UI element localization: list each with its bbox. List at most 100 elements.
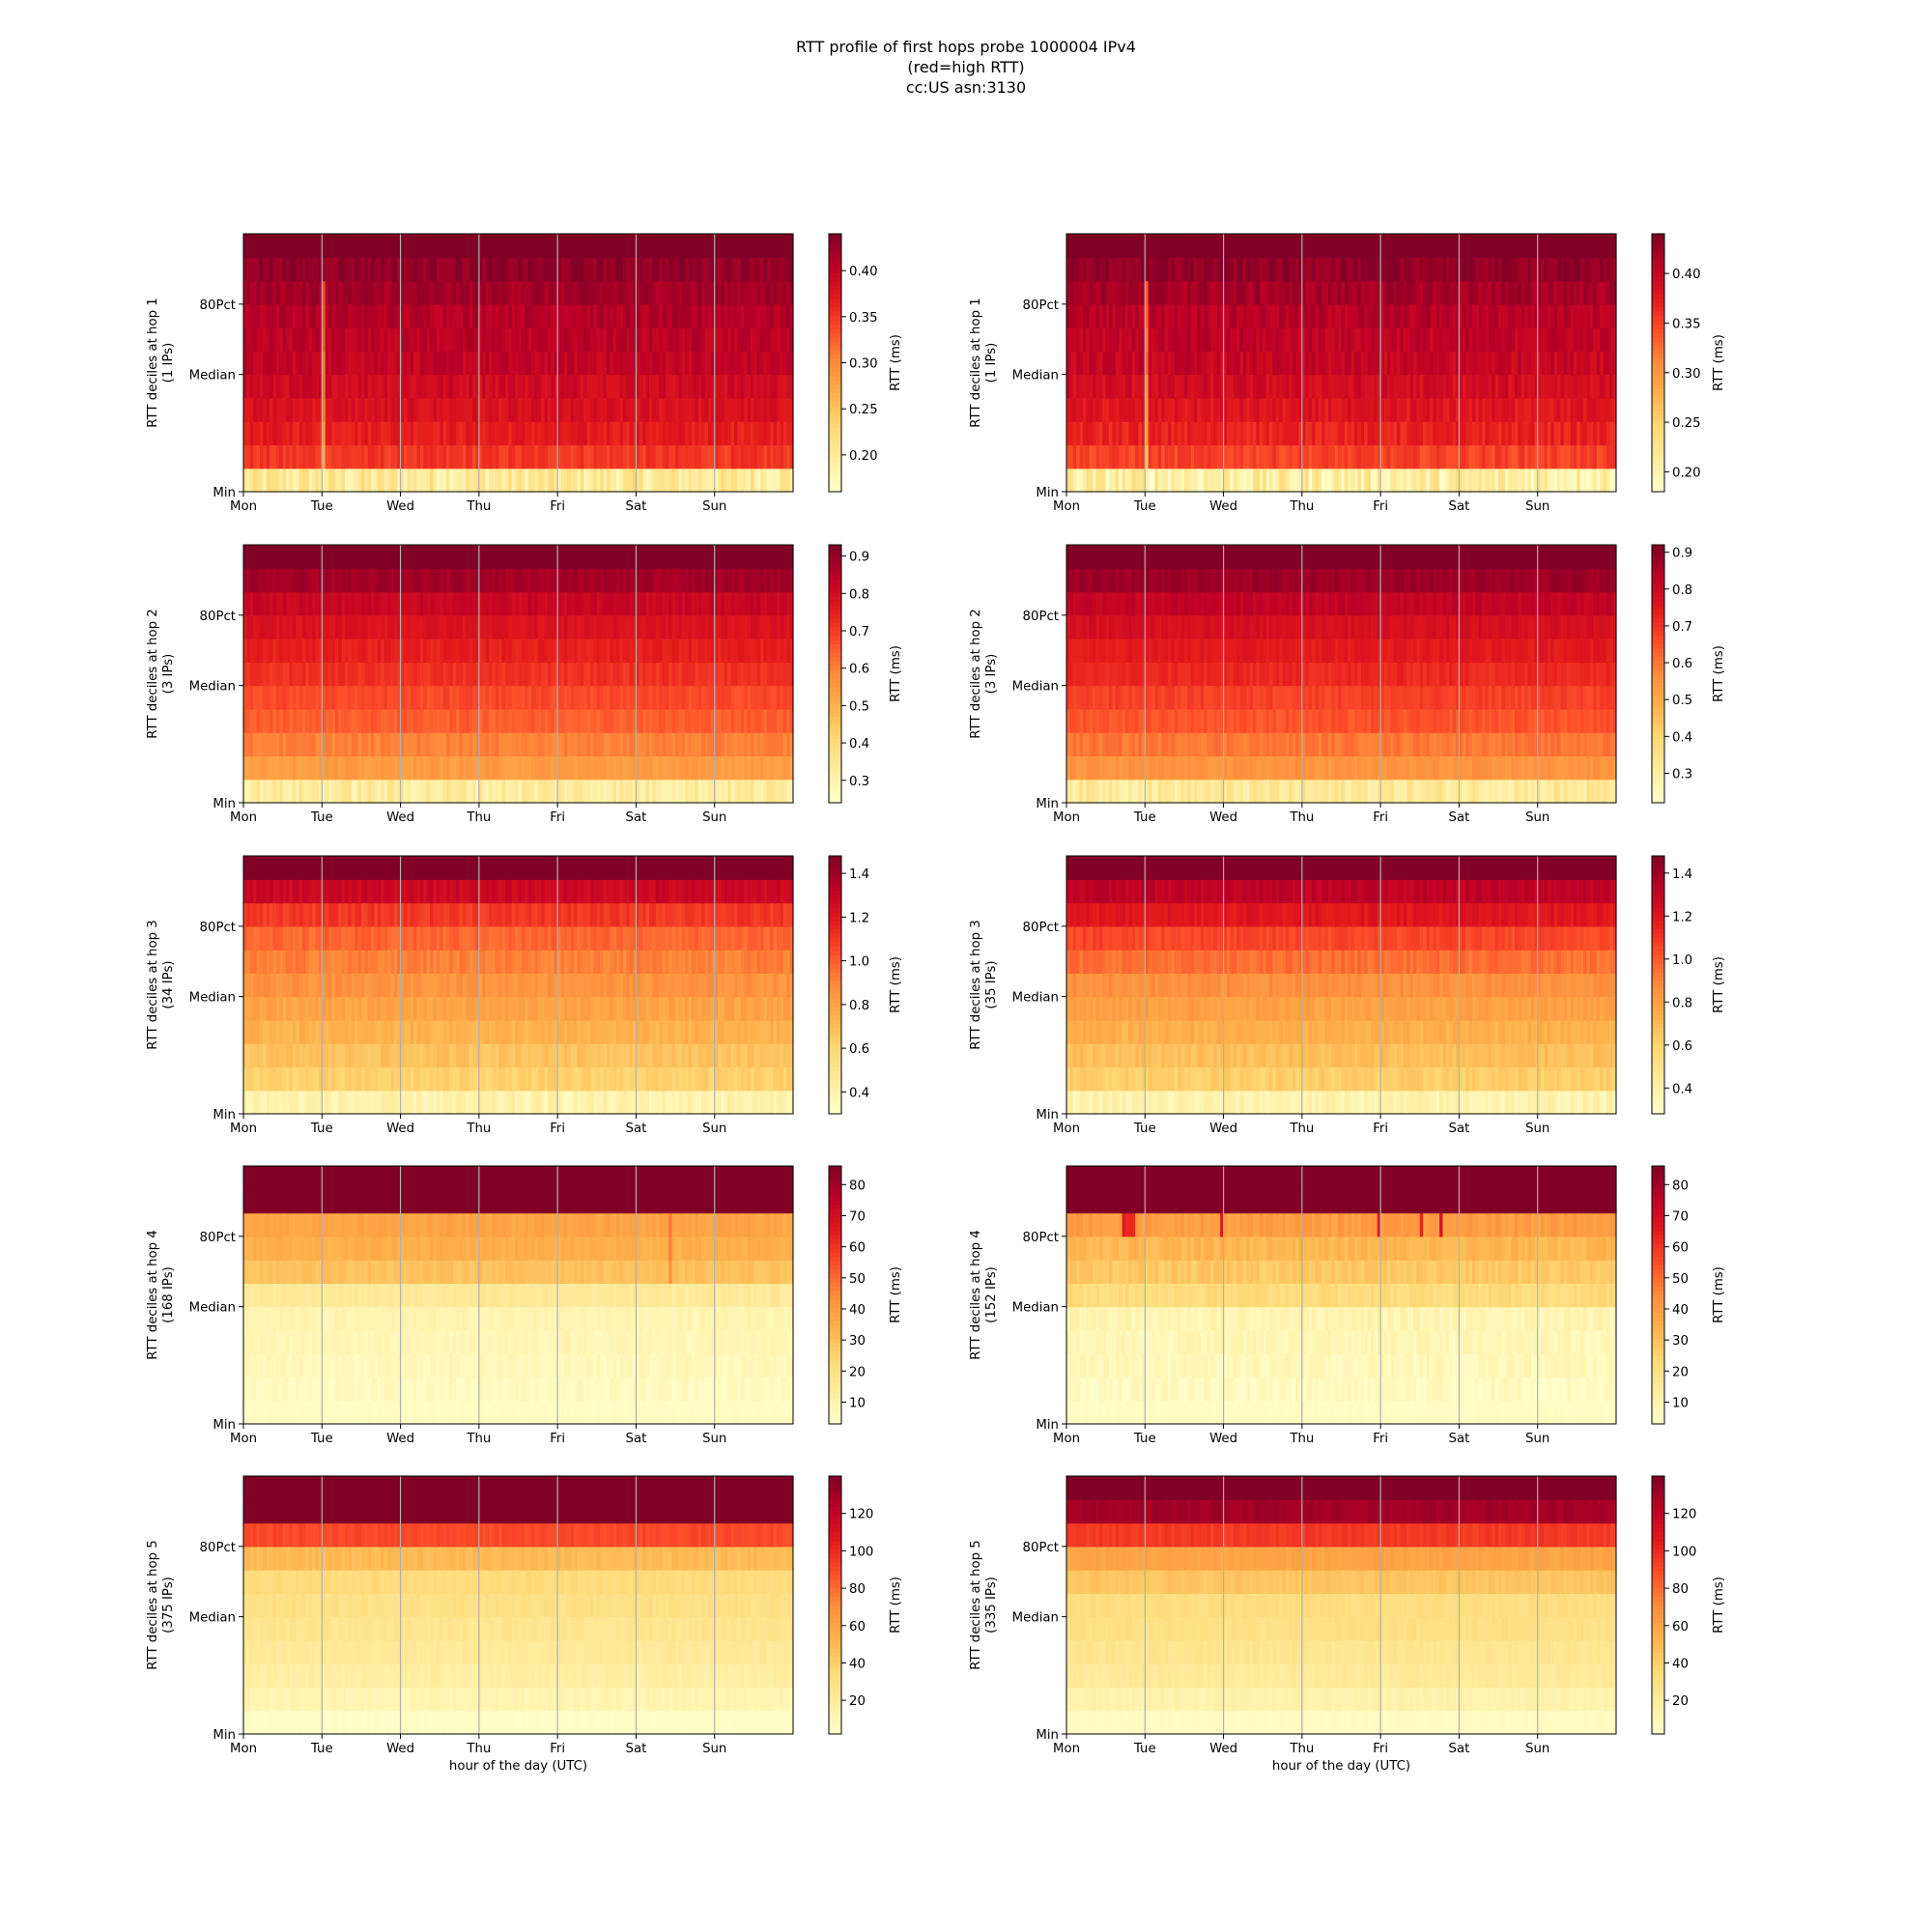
colorbar-segment [829,432,841,437]
colorbar-segment [829,444,841,449]
colorbar-segment [1652,418,1664,423]
colorbar-segment [1652,281,1664,286]
colorbar-segment [1652,436,1664,440]
colorbar-segment [1652,474,1664,479]
x-tick-label: Thu [1289,499,1314,514]
colorbar-segment [829,406,841,411]
colorbar-segment [829,324,841,328]
colorbar-segment [1652,324,1664,328]
colorbar-segment [829,384,841,389]
colorbar-segment [829,298,841,303]
colorbar-segment [829,255,841,260]
colorbar-tick-label: 0.25 [849,403,878,417]
colorbar-segment [1652,320,1664,325]
colorbar-segment [829,269,841,273]
colorbar-segment [1652,355,1664,359]
colorbar-segment [1652,470,1664,475]
colorbar-segment [829,427,841,432]
colorbar-segment [1652,384,1664,389]
colorbar-segment [829,449,841,454]
colorbar-segment [1652,432,1664,437]
colorbar-segment [829,376,841,381]
y-tick-label: Min [1036,486,1059,500]
colorbar-segment [829,350,841,355]
x-tick-label: Fri [550,499,565,514]
colorbar-segment [1652,457,1664,462]
colorbar-segment [829,307,841,312]
colorbar-segment [1652,397,1664,402]
colorbar-segment [829,453,841,458]
x-tick-label: Sun [1525,499,1549,514]
colorbar-segment [1652,363,1664,368]
colorbar-segment [1652,358,1664,363]
x-tick-label: Wed [386,499,414,514]
colorbar-segment [1652,272,1664,277]
colorbar-segment [1652,423,1664,428]
colorbar-segment [1652,462,1664,467]
colorbar-segment [829,332,841,337]
y-tick-label: Median [189,369,236,384]
y-tick-label: 80Pct [1023,298,1059,313]
y-axis-label-ips: (1 IPs) [984,343,999,384]
colorbar-segment [1652,479,1664,484]
colorbar-segment [1652,367,1664,372]
colorbar-segment [829,380,841,384]
colorbar-segment [829,281,841,286]
colorbar-segment [1652,246,1664,251]
colorbar-segment [829,234,841,239]
colorbar-segment [829,367,841,372]
colorbar-segment [1652,290,1664,295]
colorbar-tick-label: 0.25 [1672,416,1701,431]
colorbar-segment [829,294,841,298]
x-tick-label: Fri [1373,499,1388,514]
colorbar-segment [1652,311,1664,316]
colorbar-segment [1652,393,1664,398]
y-axis-label: RTT deciles at hop 1 [969,298,983,427]
colorbar-tick-label: 0.20 [849,449,878,464]
colorbar-segment [1652,406,1664,411]
colorbar-segment [829,316,841,321]
colorbar-segment [1652,316,1664,321]
colorbar-segment [829,418,841,423]
colorbar-segment [1652,307,1664,312]
y-axis-label-ips: (1 IPs) [161,343,176,384]
colorbar-segment [1652,444,1664,449]
x-tick-label: Sat [1449,499,1470,514]
colorbar-segment [829,393,841,398]
colorbar-segment [829,397,841,402]
colorbar-segment [829,238,841,242]
title-line-1: RTT profile of first hops probe 1000004 … [796,38,1136,56]
colorbar-segment [829,246,841,251]
x-tick-label: Mon [230,499,257,514]
colorbar-segment [829,264,841,269]
colorbar-segment [829,470,841,475]
colorbar-segment [1652,337,1664,342]
colorbar-segment [829,388,841,393]
colorbar-segment [829,320,841,325]
colorbar-segment [829,355,841,359]
title-line-3: cc:US asn:3130 [906,78,1026,97]
colorbar-tick-label: 0.20 [1672,466,1701,480]
colorbar-segment [829,440,841,445]
colorbar-segment [829,479,841,484]
y-tick-label: Median [1012,369,1059,384]
x-tick-label: Wed [1209,499,1237,514]
colorbar-segment [829,436,841,440]
colorbar-segment [829,302,841,307]
colorbar-segment [1652,410,1664,414]
colorbar-label: RTT (ms) [1712,334,1726,391]
y-tick-label: 80Pct [200,298,236,313]
colorbar-segment [829,466,841,470]
x-tick-label: Sat [626,499,647,514]
colorbar-label: RTT (ms) [889,334,903,391]
colorbar-segment [1652,251,1664,256]
colorbar-segment [1652,242,1664,247]
colorbar-segment [1652,269,1664,273]
colorbar-tick-label: 0.35 [1672,317,1701,331]
colorbar-segment [829,414,841,419]
colorbar-segment [829,410,841,414]
